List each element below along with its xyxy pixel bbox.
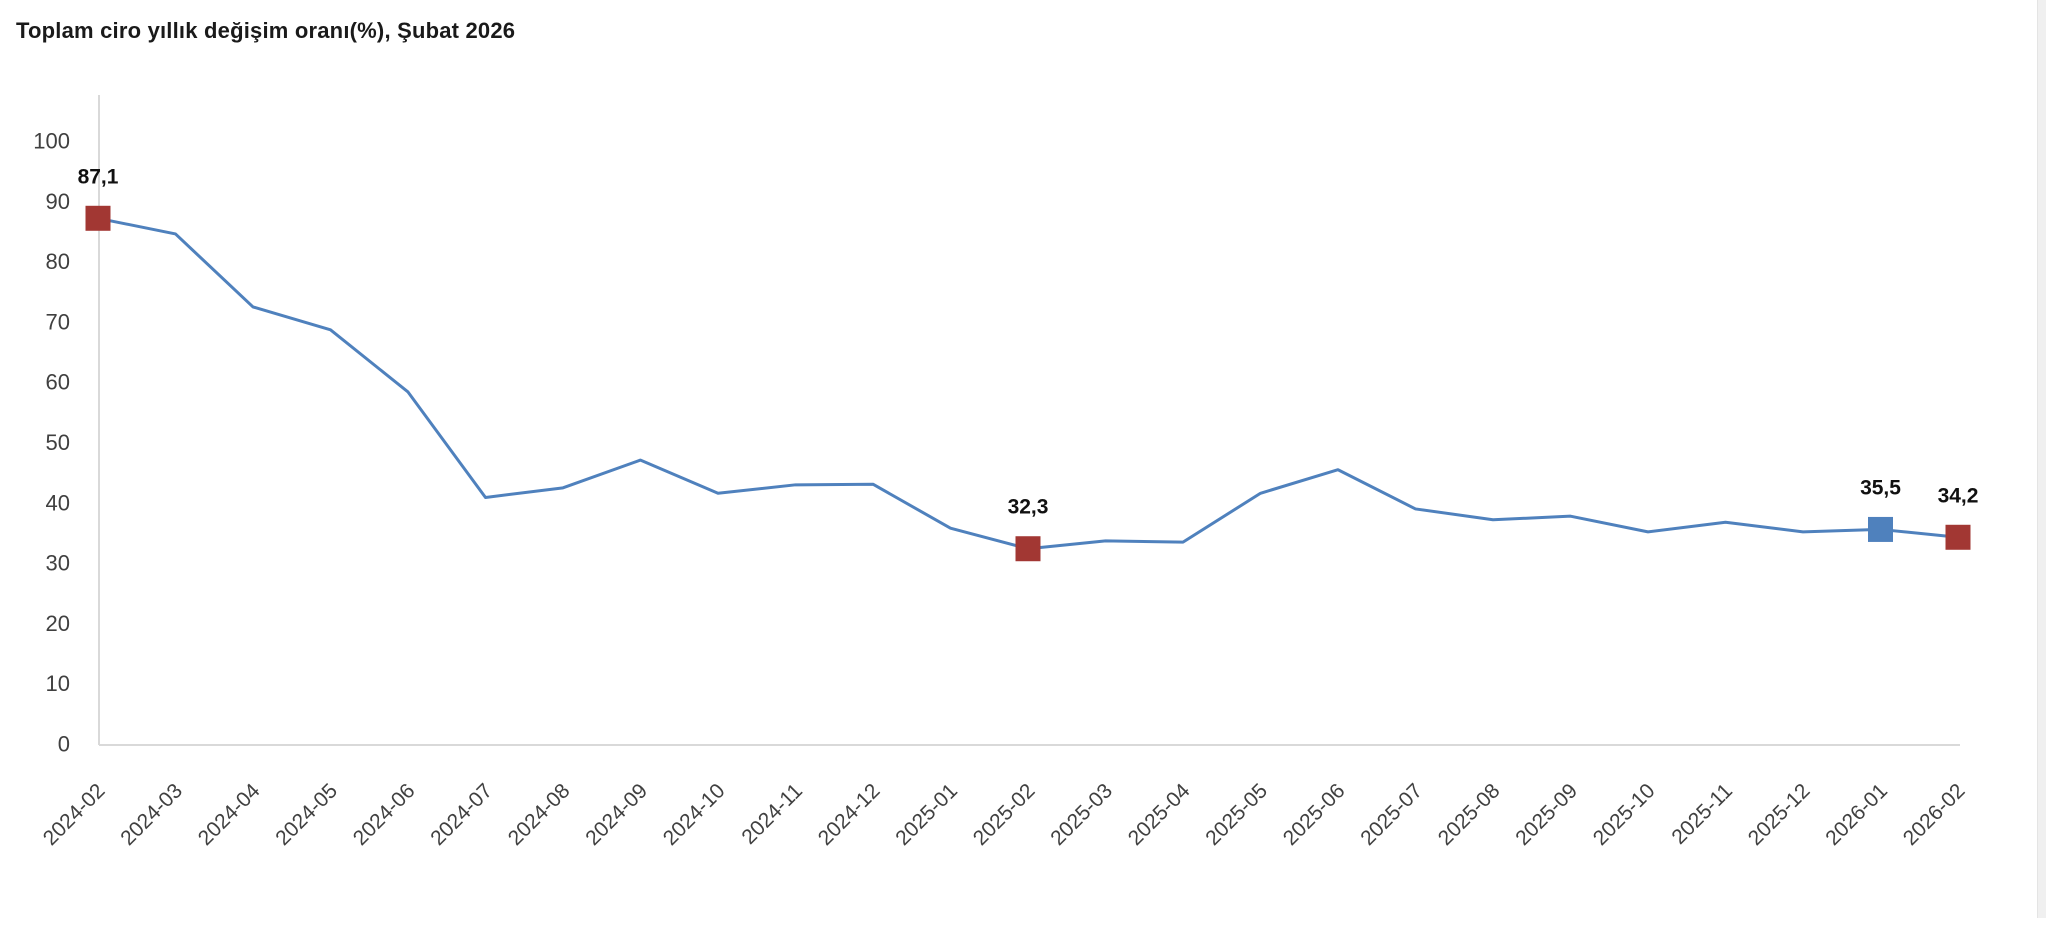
data-point-label: 32,3: [1008, 496, 1049, 519]
x-axis-tick-label: 2025-01: [891, 779, 962, 850]
chart-title: Toplam ciro yıllık değişim oranı(%), Şub…: [16, 18, 516, 43]
x-axis-tick-label: 2025-07: [1356, 779, 1427, 850]
data-point-marker[interactable]: [1945, 524, 1971, 550]
x-axis-tick-label: 2025-05: [1201, 779, 1272, 850]
y-axis-tick-label: 0: [58, 732, 70, 757]
data-point-marker[interactable]: [1868, 516, 1893, 542]
x-axis-tick-label: 2025-09: [1511, 779, 1582, 850]
x-axis-tick-label: 2025-03: [1046, 779, 1117, 850]
y-axis-tick-label: 80: [46, 249, 70, 274]
x-axis-tick-label: 2024-07: [426, 779, 497, 850]
y-axis-tick-label: 50: [46, 430, 70, 455]
data-point-label: 87,1: [78, 165, 119, 188]
x-axis-tick-label: 2024-05: [271, 779, 342, 850]
x-axis-tick-label: 2026-02: [1899, 779, 1970, 850]
x-axis-tick-label: 2025-11: [1667, 779, 1737, 849]
y-axis-tick-label: 90: [46, 189, 70, 214]
x-axis-tick-label: 2025-04: [1124, 779, 1195, 850]
x-axis-tick-label: 2024-10: [659, 779, 730, 850]
x-axis-tick-label: 2024-03: [116, 779, 187, 850]
y-axis-tick-label: 100: [33, 129, 70, 154]
x-axis-tick-label: 2025-06: [1279, 779, 1350, 850]
x-axis-tick-label: 2024-09: [581, 779, 652, 850]
y-axis-tick-label: 70: [46, 309, 70, 334]
x-axis-tick-label: 2024-04: [194, 779, 265, 850]
x-axis-tick-label: 2024-11: [737, 779, 807, 849]
x-axis-tick-label: 2025-12: [1744, 779, 1815, 850]
y-axis-tick-label: 30: [46, 551, 70, 576]
data-point-label: 35,5: [1860, 476, 1901, 499]
data-point-marker[interactable]: [1015, 536, 1041, 562]
vertical-scrollbar[interactable]: [2037, 0, 2046, 918]
data-point-marker[interactable]: [85, 205, 111, 231]
y-axis-tick-label: 60: [46, 370, 70, 395]
y-axis-tick-label: 20: [46, 611, 70, 636]
y-axis-tick-label: 40: [46, 490, 70, 515]
x-axis-tick-label: 2024-02: [39, 779, 110, 850]
x-axis-tick-label: 2025-02: [969, 779, 1040, 850]
x-axis-tick-label: 2026-01: [1821, 779, 1892, 850]
data-point-label: 34,2: [1938, 484, 1979, 507]
y-axis-tick-label: 10: [46, 671, 70, 696]
x-axis-tick-label: 2024-08: [504, 779, 575, 850]
x-axis-tick-label: 2025-08: [1434, 779, 1505, 850]
x-axis-tick-label: 2025-10: [1589, 779, 1660, 850]
x-axis-tick-label: 2024-12: [814, 779, 885, 850]
x-axis-tick-label: 2024-06: [349, 779, 420, 850]
